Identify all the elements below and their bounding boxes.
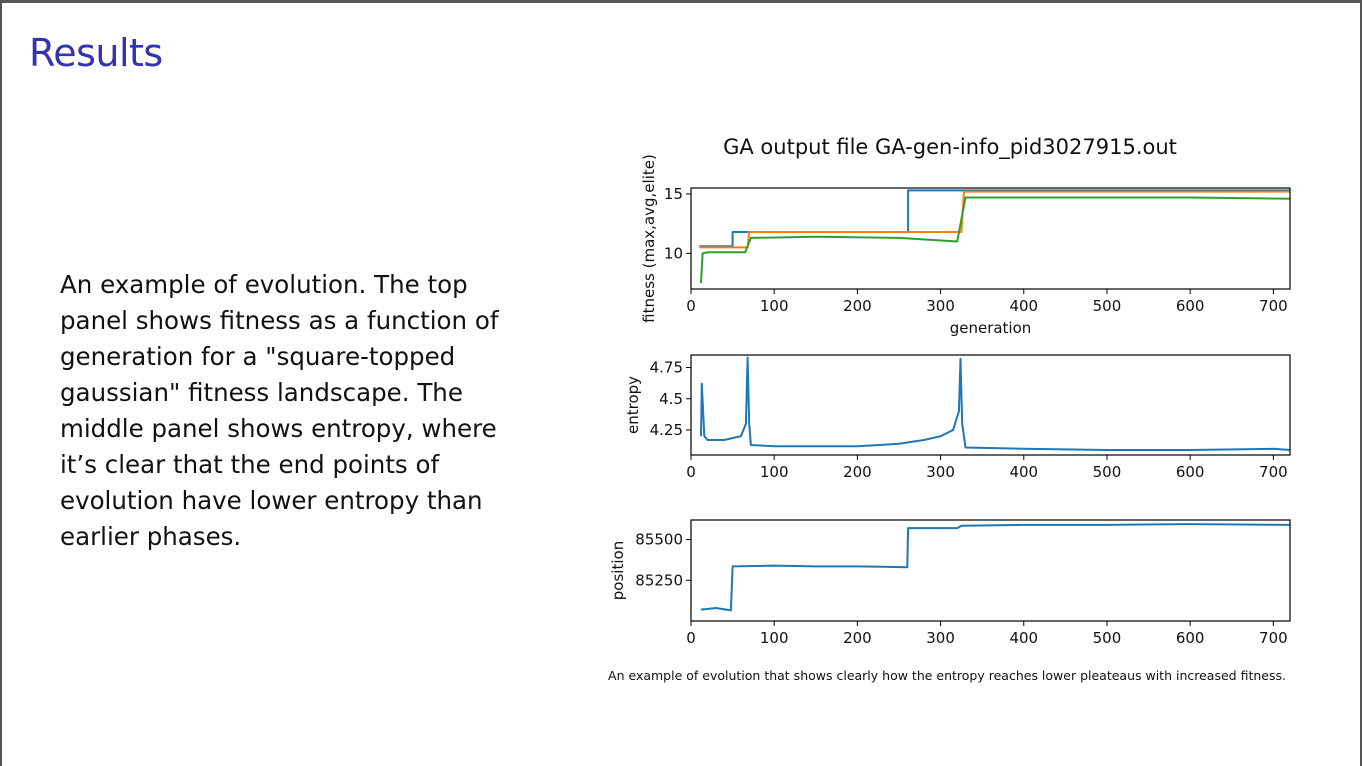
x-tick-label: 100 — [760, 463, 789, 481]
y-axis-label: entropy — [624, 376, 642, 434]
y-tick-label: 4.75 — [650, 359, 683, 377]
x-tick-label: 200 — [843, 629, 872, 647]
x-tick-label: 0 — [686, 629, 696, 647]
y-tick-label: 4.5 — [659, 390, 683, 408]
x-tick-label: 700 — [1259, 297, 1288, 315]
chart-panels: 0 100 200 300 400 500 600 700 10 15 generation fitn… — [609, 154, 1291, 647]
x-tick-label: 400 — [1009, 629, 1038, 647]
y-axis-label: position — [609, 541, 627, 600]
x-tick-label: 300 — [926, 629, 955, 647]
figure-caption: An example of evolution that shows clear… — [608, 668, 1286, 683]
series-line-1-2 — [699, 190, 1290, 249]
x-tick-label: 100 — [760, 297, 789, 315]
x-axis-label: generation — [950, 319, 1032, 337]
slide-title: Results — [29, 31, 163, 75]
series-line-3-1 — [700, 523, 1290, 612]
x-tick-label: 700 — [1259, 629, 1288, 647]
axes-frame — [690, 354, 1291, 456]
y-tick-label: 85500 — [635, 531, 683, 549]
slide-body-text: An example of evolution. The top panel s… — [60, 267, 530, 555]
y-axis-label: fitness (max,avg,elite) — [640, 154, 658, 323]
x-tick-label: 300 — [926, 297, 955, 315]
series-line-1-3 — [700, 196, 1290, 284]
x-tick-label: 500 — [1093, 297, 1122, 315]
chart-panel-2: 0 100 200 300 400 500 600 700 4.25 4.5 4.75 entropy — [624, 354, 1291, 481]
x-tick-label: 600 — [1176, 629, 1205, 647]
body-paragraph: An example of evolution. The top panel s… — [60, 270, 499, 551]
series-line-2-1 — [700, 356, 1290, 451]
x-tick-label: 400 — [1009, 463, 1038, 481]
x-tick-label: 700 — [1259, 463, 1288, 481]
y-tick-label: 15 — [664, 185, 683, 203]
x-tick-label: 500 — [1093, 463, 1122, 481]
y-tick-label: 10 — [664, 244, 683, 262]
x-tick-label: 600 — [1176, 297, 1205, 315]
figure-title: GA output file GA-gen-info_pid3027915.ou… — [723, 135, 1177, 160]
x-tick-label: 400 — [1009, 297, 1038, 315]
x-tick-label: 100 — [760, 629, 789, 647]
ga-output-figure: GA output file GA-gen-info_pid3027915.ou… — [608, 135, 1291, 683]
x-tick-label: 500 — [1093, 629, 1122, 647]
chart-panel-3: 0 100 200 300 400 500 600 700 85250 85500 position — [609, 519, 1291, 647]
x-tick-label: 200 — [843, 297, 872, 315]
axes-frame — [690, 519, 1291, 622]
x-tick-label: 0 — [686, 297, 696, 315]
x-tick-label: 600 — [1176, 463, 1205, 481]
y-tick-label: 85250 — [635, 571, 683, 589]
y-tick-label: 4.25 — [650, 421, 683, 439]
x-tick-label: 300 — [926, 463, 955, 481]
x-tick-label: 0 — [686, 463, 696, 481]
x-tick-label: 200 — [843, 463, 872, 481]
chart-panel-1: 0 100 200 300 400 500 600 700 10 15 generation fitn… — [640, 154, 1291, 337]
axes-frame — [690, 187, 1291, 290]
